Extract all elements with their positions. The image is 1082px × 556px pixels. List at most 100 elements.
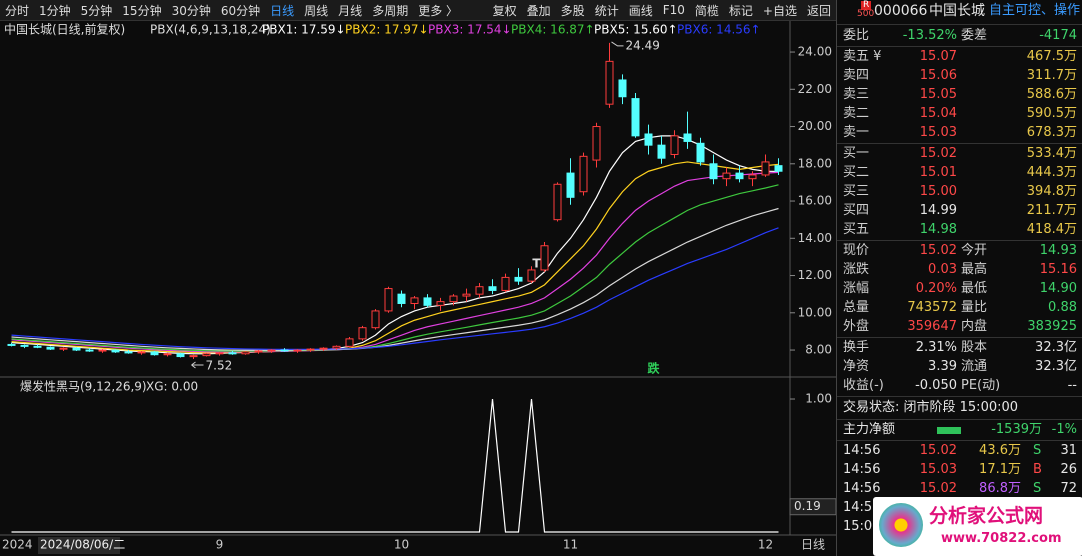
tool-button[interactable]: 简榄 [694, 3, 719, 18]
separator [837, 46, 1082, 47]
candle-body [163, 353, 172, 356]
field-value: 359647 [907, 319, 957, 334]
ask-volume: 467.5万 [1026, 49, 1077, 64]
y-tick-label: 16.00 [798, 194, 832, 208]
field-value: -- [1067, 378, 1077, 393]
signal-label: T [532, 256, 541, 270]
tool-button[interactable]: 标记 [728, 3, 753, 18]
trade-status: 交易状态: 闭市阶段 15:00:00 [843, 400, 1019, 415]
trade-price: 15.02 [919, 481, 957, 496]
trade-price: 15.03 [919, 462, 957, 477]
candle-body [59, 347, 68, 350]
period-button[interactable]: 30分钟 [171, 3, 211, 18]
current-value: 0.19 [794, 499, 821, 513]
tool-button[interactable]: 复权 [492, 3, 517, 18]
ask-price: 15.07 [919, 49, 957, 64]
field-value: 32.3亿 [1035, 359, 1077, 374]
candle-body [566, 172, 575, 198]
stock-code: 000066 [874, 3, 928, 19]
candle-body [631, 98, 640, 137]
tool-button[interactable]: +自选 [762, 3, 797, 18]
high-label: 24.49 [626, 38, 660, 52]
ask-label: 卖三 [843, 87, 870, 102]
y-tick-label: 12.00 [798, 268, 832, 282]
period-button[interactable]: 更多 〉 [418, 3, 459, 18]
link[interactable]: 自主可控、操作 [989, 3, 1081, 18]
candle-body [540, 245, 549, 271]
period-button[interactable]: 月线 [338, 3, 363, 18]
field-label: 委比 [843, 28, 870, 43]
tool-button[interactable]: 叠加 [526, 3, 551, 18]
candle-body [254, 350, 263, 353]
candle-body [527, 269, 536, 282]
flow-bar [937, 427, 961, 434]
trade-time: 15:00 [843, 519, 881, 534]
bid-price: 14.98 [919, 222, 957, 237]
field-value: -13.52% [902, 28, 957, 43]
field-value: 14.93 [1039, 243, 1077, 258]
bid-volume: 394.8万 [1026, 184, 1077, 199]
period-button[interactable]: 15分钟 [122, 3, 162, 18]
field-label: 涨幅 [843, 281, 870, 296]
field-value: 15.16 [1039, 262, 1077, 277]
period-button[interactable]: 60分钟 [220, 3, 261, 18]
candle-body [98, 349, 107, 352]
indicator-title: 爆发性黑马(9,12,26,9) [20, 379, 147, 394]
period-button[interactable]: 日线 [270, 3, 295, 18]
field-label: 总量 [843, 300, 870, 315]
annotation-arrow [611, 41, 624, 47]
tool-button[interactable]: 返回 [806, 3, 831, 18]
field-value: 0.03 [928, 262, 957, 277]
ask-price: 15.05 [919, 87, 957, 102]
separator [837, 440, 1082, 441]
annotation-arrow [191, 361, 204, 369]
candle-body [579, 155, 588, 193]
bid-label: 买四 [843, 203, 870, 218]
tool-button[interactable]: 画线 [628, 3, 653, 18]
candle-body [384, 288, 393, 312]
candle-body [514, 276, 523, 282]
period-button[interactable]: 多周期 [372, 3, 409, 18]
bid-label: 买五 [843, 222, 870, 237]
x-tick-label: 11 [563, 538, 578, 552]
candle-body [228, 352, 237, 355]
quote-panel: R 500 000066 中国长城 自主可控、操作 委比 -13.52% 委差 -4174 卖五 … [836, 0, 1082, 556]
indicator-status: XG: 0.00 [146, 380, 198, 394]
field-label: 流通 [961, 359, 988, 374]
candle-body [735, 172, 744, 180]
candle-body [137, 351, 146, 354]
field-label: 量比 [961, 300, 988, 315]
candle-body [176, 353, 185, 358]
candle-body [410, 297, 419, 304]
field-label: PE(动) [961, 378, 1001, 393]
period-button[interactable]: 周线 [304, 3, 329, 18]
period-button[interactable]: 1分钟 [39, 3, 71, 18]
pbx-line [11, 161, 779, 354]
y-tick-label: 8.00 [805, 343, 832, 357]
period-label: 日线 [801, 538, 825, 552]
candle-body [592, 126, 601, 161]
candle-body [20, 344, 29, 347]
tool-button[interactable]: 多股 [560, 3, 585, 18]
pbx-line [11, 207, 779, 351]
candle-body [462, 293, 471, 297]
field-label: 最高 [961, 262, 988, 277]
candle-body [306, 348, 315, 351]
field-label: 收益(-) [843, 378, 884, 393]
y-tick-label: 24.00 [798, 45, 832, 59]
stock-name: 中国长城 [929, 3, 985, 19]
tool-button[interactable]: F10 [662, 3, 685, 17]
bid-label: 买二 [843, 165, 870, 180]
period-button[interactable]: 分时 [5, 3, 30, 18]
tool-button[interactable]: 统计 [594, 3, 619, 18]
y-tick-label: 14.00 [798, 231, 832, 245]
ask-price: 15.06 [919, 68, 957, 83]
candle-body [46, 346, 55, 350]
toolbar: 分时 1分钟 5分钟 15分钟 30分钟 60分钟 日线 周线 月线 多周期 更多 〉 复权 叠加 多股统… [0, 0, 836, 21]
candle-body [722, 172, 731, 180]
trade-count: 31 [1060, 443, 1077, 458]
candle-body [319, 347, 328, 350]
candle-body [423, 297, 432, 306]
period-button[interactable]: 5分钟 [80, 3, 113, 18]
y-tick-label: 1.00 [805, 392, 832, 406]
